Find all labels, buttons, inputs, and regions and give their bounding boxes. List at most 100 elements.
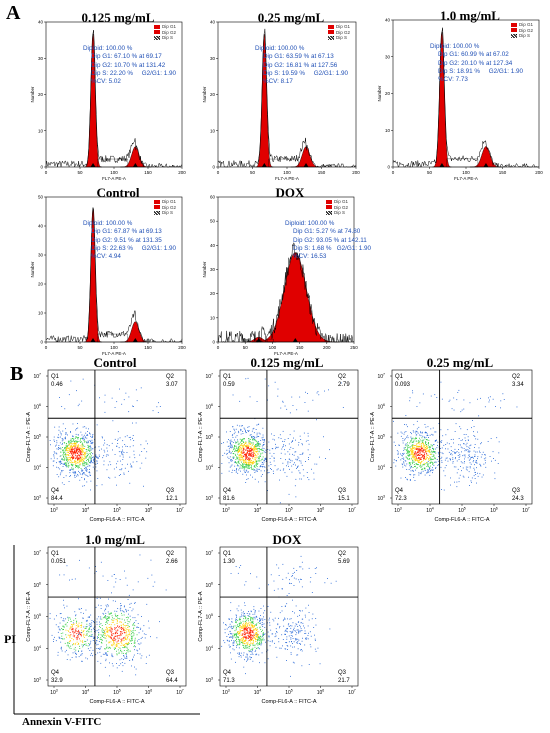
event-dot	[71, 578, 73, 580]
event-dot	[244, 636, 246, 638]
event-dot	[113, 637, 115, 639]
event-dot	[54, 426, 56, 428]
event-dot	[120, 641, 122, 642]
peak-marker	[261, 163, 267, 167]
event-dot	[74, 629, 76, 631]
event-dot	[90, 460, 92, 462]
event-dot	[227, 456, 229, 458]
x-tick-exponent: 5	[291, 507, 293, 511]
event-dot	[272, 448, 274, 450]
event-dot	[425, 451, 427, 452]
event-dot	[419, 466, 421, 467]
event-dot	[73, 445, 74, 447]
event-dot	[79, 451, 81, 453]
event-dot	[62, 449, 64, 451]
event-dot	[123, 626, 125, 628]
event-dot	[458, 452, 460, 454]
event-dot	[242, 452, 244, 454]
event-dot	[279, 434, 281, 436]
event-dot	[268, 385, 270, 387]
event-dot	[228, 445, 230, 447]
event-dot	[104, 609, 106, 610]
event-dot	[144, 637, 146, 639]
legend-entry: Dip G1	[154, 24, 176, 30]
y-tick-label: 10	[210, 315, 216, 320]
event-dot	[101, 448, 102, 450]
event-dot	[464, 456, 466, 458]
event-dot	[409, 397, 411, 399]
event-dot	[254, 457, 256, 458]
event-dot	[137, 581, 139, 583]
event-dot	[410, 450, 412, 452]
event-dot	[422, 435, 424, 437]
event-dot	[258, 647, 259, 649]
event-dot	[254, 447, 255, 449]
event-dot	[116, 631, 118, 633]
event-dot	[238, 640, 240, 641]
event-dot	[309, 644, 311, 646]
event-dot	[79, 559, 80, 561]
event-dot	[72, 436, 74, 438]
event-dot	[293, 628, 294, 630]
event-dot	[243, 642, 245, 644]
event-dot	[90, 461, 92, 463]
event-dot	[89, 453, 91, 454]
event-dot	[248, 451, 250, 452]
event-dot	[78, 608, 80, 610]
event-dot	[251, 631, 253, 633]
y-tick-label: 105	[205, 613, 213, 621]
event-dot	[242, 633, 244, 635]
event-dot	[422, 450, 424, 452]
event-dot	[122, 449, 123, 451]
event-dot	[88, 465, 90, 467]
x-tick-exponent: 3	[56, 507, 58, 511]
event-dot	[76, 631, 78, 632]
event-dot	[263, 463, 264, 465]
event-dot	[67, 458, 69, 460]
event-dot	[89, 456, 91, 458]
event-dot	[402, 442, 404, 444]
event-dot	[87, 463, 89, 465]
event-dot	[85, 466, 87, 468]
flow-plot-0125: Q1 0.59 Q2 2.79 Q3 15.1 Q4 81.6 103 103 104 104 105 1…	[192, 355, 362, 530]
event-dot	[58, 429, 60, 431]
event-dot	[253, 622, 254, 624]
event-dot	[249, 625, 250, 626]
event-dot	[245, 581, 247, 583]
event-dot	[410, 436, 412, 438]
event-dot	[262, 456, 264, 458]
event-dot	[71, 462, 73, 463]
event-dot	[426, 452, 427, 454]
event-dot	[238, 633, 239, 635]
event-dot	[118, 653, 120, 654]
legend-swatch	[328, 24, 334, 29]
event-dot	[255, 451, 257, 452]
event-dot	[132, 617, 134, 619]
event-dot	[124, 629, 125, 631]
event-dot	[111, 592, 112, 594]
event-dot	[250, 474, 251, 476]
event-dot	[250, 434, 252, 435]
event-dot	[58, 426, 60, 428]
event-dot	[231, 445, 233, 447]
event-dot	[59, 463, 61, 465]
event-dot	[236, 447, 238, 449]
event-dot	[270, 468, 271, 469]
event-dot	[108, 636, 110, 637]
event-dot	[100, 623, 102, 624]
event-dot	[257, 631, 259, 632]
event-dot	[105, 652, 106, 654]
event-dot	[463, 434, 465, 435]
legend-label: Dip G2	[162, 29, 177, 35]
event-dot	[429, 456, 431, 458]
stats-line: Dip S: 1.68 % G2/G1: 1.90	[293, 244, 372, 252]
x-tick-exponent: 6	[322, 689, 324, 693]
event-dot	[292, 453, 293, 455]
event-dot	[455, 452, 457, 453]
event-dot	[316, 567, 317, 569]
event-dot	[257, 643, 259, 645]
event-dot	[126, 652, 127, 654]
event-dot	[72, 628, 74, 630]
event-dot	[413, 440, 415, 442]
event-dot	[78, 434, 79, 436]
